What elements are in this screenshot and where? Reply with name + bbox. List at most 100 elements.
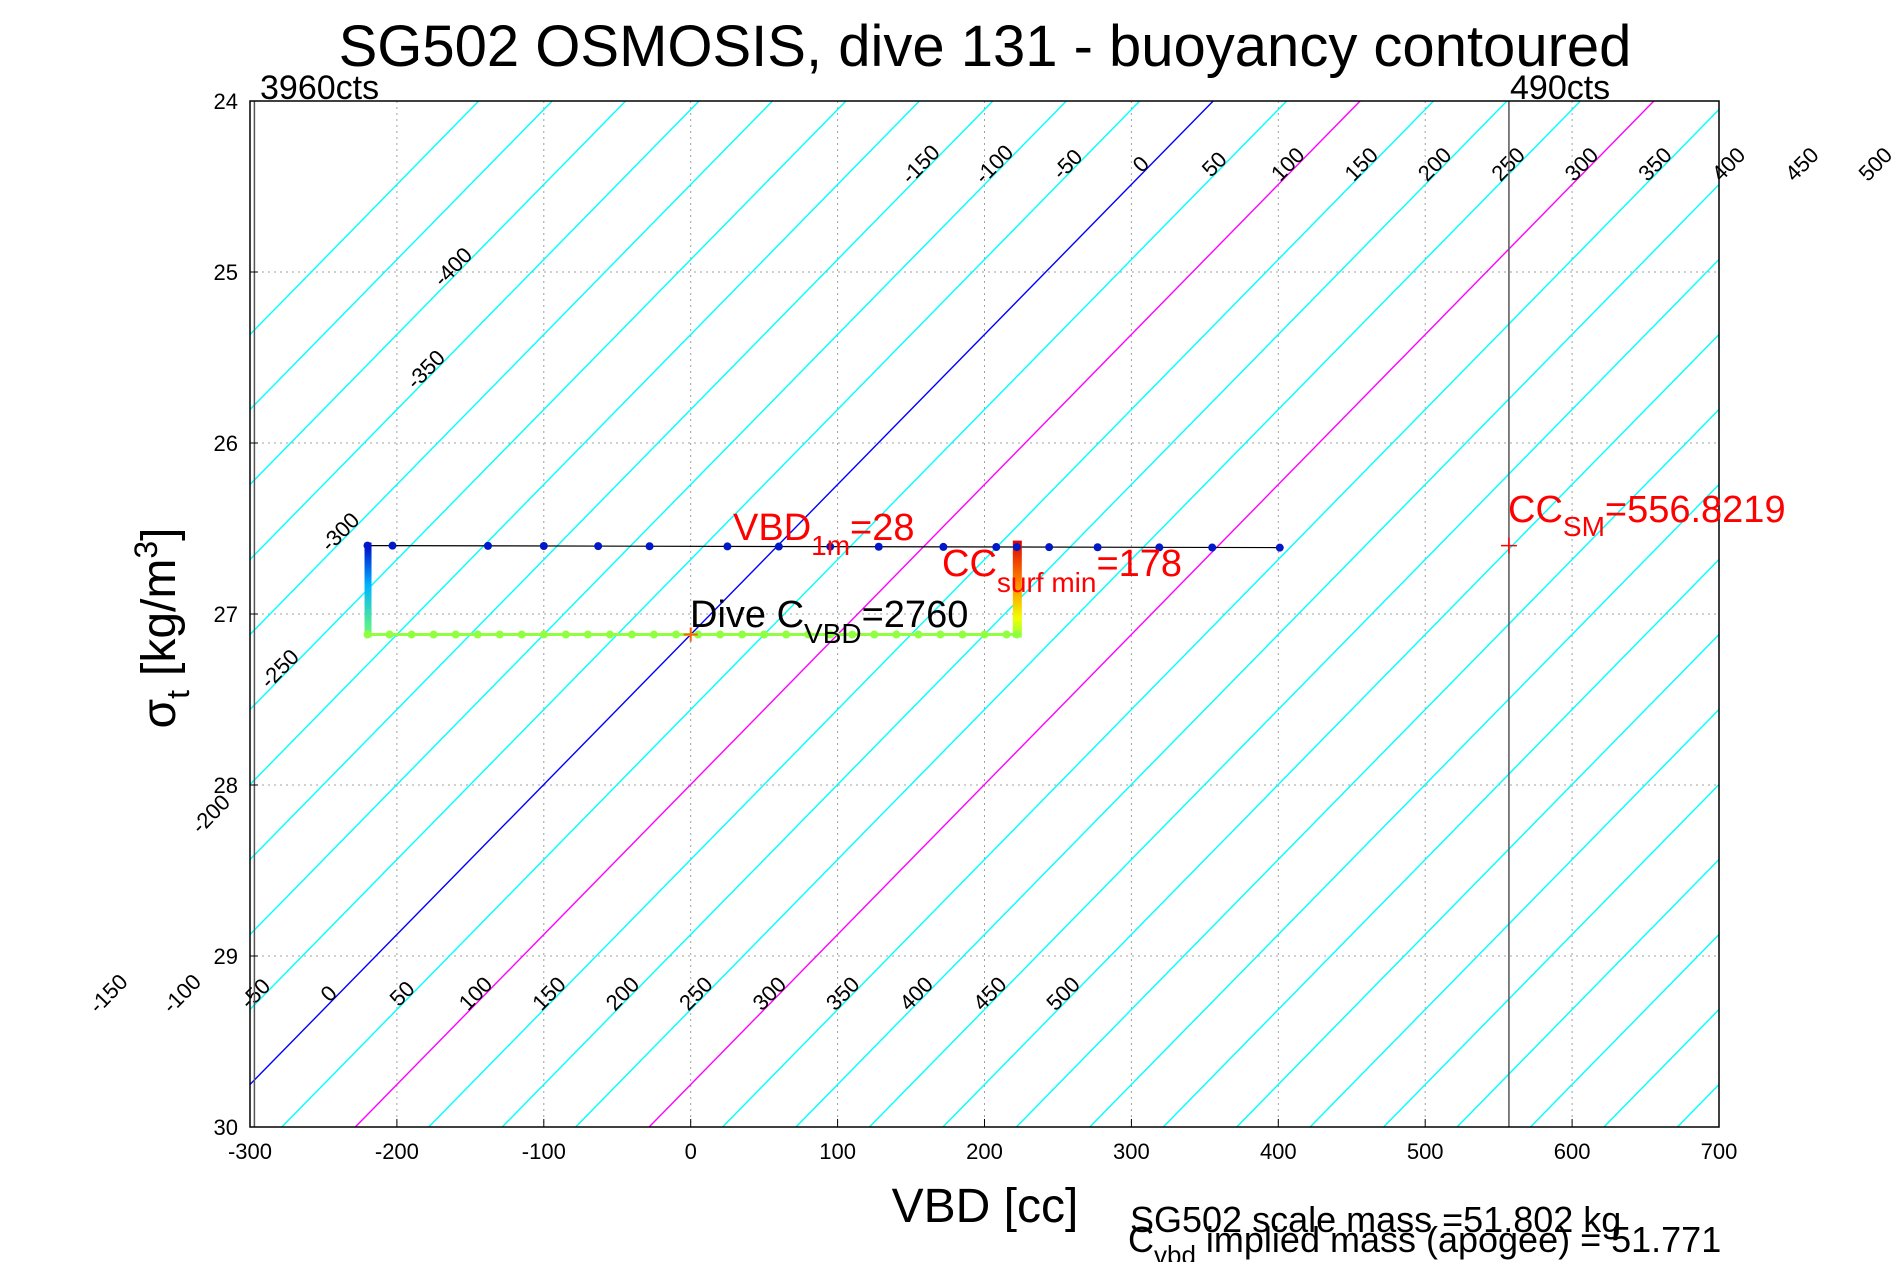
contour-label-top: 500: [1854, 142, 1891, 186]
contour-line: [250, 101, 1067, 936]
annotation-cc-sm: CCSM=556.8219: [1508, 489, 1786, 542]
upper-track-point: [1012, 543, 1021, 552]
limit-label-left: 3960cts: [260, 69, 379, 107]
annotation-vbd-1m: VBD1m=28: [733, 507, 915, 561]
y-tick-label: 30: [214, 1115, 238, 1140]
lower-track-point: [848, 630, 857, 639]
y-axis-symbol: σ: [133, 699, 186, 729]
lower-track-point: [694, 630, 703, 639]
upper-track-line: [367, 544, 1280, 549]
contour-line: [575, 101, 1581, 1127]
x-tick-label: 500: [1407, 1139, 1444, 1164]
lower-track-point: [363, 630, 372, 639]
y-tick-label: 28: [214, 773, 238, 798]
lower-track-point: [716, 630, 725, 639]
lower-track-point: [914, 630, 923, 639]
contour-line: [1529, 933, 1719, 1127]
contour-line: [1015, 408, 1719, 1127]
contour-line: [250, 101, 847, 711]
annotation-cc-sm-main: CC: [1508, 489, 1563, 531]
descent-color-bar: [364, 542, 372, 638]
footer-scale-mass: SG502 scale mass =51.802 kg: [1130, 1199, 1621, 1240]
y-tick-label: 27: [214, 602, 238, 627]
upper-track-point: [388, 541, 397, 550]
x-tick-label: -200: [375, 1139, 419, 1164]
y-axis-subscript: t: [160, 690, 196, 699]
zero-buoyancy-line: [250, 101, 1214, 1086]
lower-track-point: [936, 630, 945, 639]
lower-track-point: [495, 630, 504, 639]
footer-cvbd-sub: vbd: [1154, 1240, 1196, 1262]
footer-cvbd-main: C: [1128, 1219, 1154, 1260]
contour-line: [942, 333, 1719, 1127]
upper-track-point: [1093, 543, 1102, 552]
lower-track-point: [804, 630, 813, 639]
upper-track-point: [483, 541, 492, 550]
lower-track-point: [782, 630, 791, 639]
lower-track-point: [826, 630, 835, 639]
y-axis-unit-end: ]: [133, 527, 186, 540]
upper-track-point: [939, 542, 948, 551]
upper-track-point: [645, 542, 654, 551]
contour-line: [1162, 558, 1719, 1127]
contour-line: [1456, 858, 1719, 1127]
annotation-dive-cvbd-sub: VBD: [804, 618, 862, 649]
lower-track-point: [1002, 630, 1011, 639]
y-tick-label: 26: [214, 431, 238, 456]
x-tick-label: -100: [522, 1139, 566, 1164]
contour-line: [250, 101, 773, 636]
upper-track-point: [723, 542, 732, 551]
contour-label-bottom: -100: [157, 969, 206, 1018]
x-tick-label: 600: [1554, 1139, 1591, 1164]
lower-track-point: [892, 630, 901, 639]
contour-line: [1751, 101, 1891, 1127]
lower-track-point: [980, 630, 989, 639]
lower-track-point: [429, 630, 438, 639]
upper-track-point: [1208, 543, 1217, 552]
chart-title: SG502 OSMOSIS, dive 131 - buoyancy conto…: [339, 14, 1632, 79]
ascent-color-bar: [1012, 540, 1022, 638]
lower-track-point: [451, 630, 460, 639]
upper-track-point: [539, 542, 548, 550]
buoyancy-contours: [250, 101, 1891, 1127]
annotation-vbd-1m-main: VBD: [733, 507, 811, 549]
x-tick-label: 400: [1260, 1139, 1297, 1164]
limit-label-right: 490cts: [1510, 69, 1610, 107]
lower-track-point: [1012, 630, 1021, 639]
lower-track-point: [958, 630, 967, 639]
upper-track-point: [1275, 543, 1284, 552]
upper-track-point: [826, 542, 835, 551]
footer-implied-mass: Cvbd implied mass (apogee) = 51.771: [1128, 1219, 1721, 1262]
contour-line: [501, 101, 1508, 1127]
contour-line: [250, 101, 994, 861]
contour-line: [1309, 708, 1719, 1127]
x-axis-label: VBD [cc]: [892, 1180, 1079, 1233]
upper-track-point: [1045, 543, 1054, 552]
annotation-vbd-1m-sub: 1m: [811, 530, 850, 561]
lower-track-point: [517, 630, 526, 639]
lower-track-point: [539, 630, 548, 639]
contour-line: [250, 101, 553, 411]
annotation-cc-surf-main: CC: [942, 543, 997, 585]
upper-track-point: [774, 542, 783, 551]
lower-track-point: [649, 630, 658, 639]
annotation-dive-cvbd: Dive CVBD=2760: [690, 594, 968, 649]
y-axis-label: σt [kg/m3]: [128, 527, 196, 728]
x-tick-label: 200: [966, 1139, 1003, 1164]
upper-track-point: [992, 543, 1001, 552]
contour-line: [1383, 783, 1719, 1127]
contour-line: [868, 258, 1719, 1127]
dive-tracks: [363, 540, 1284, 642]
annotation-dive-cvbd-main: Dive C: [690, 594, 804, 636]
contour-label-top: 450: [1780, 142, 1824, 186]
contour-line: [281, 101, 1288, 1127]
lower-track-point: [627, 630, 636, 639]
lower-track-point: [605, 630, 614, 639]
y-axis-unit: [kg/m: [133, 559, 186, 676]
contour-line: [250, 101, 700, 561]
contour-line: [795, 183, 1719, 1127]
x-tick-label: 0: [685, 1139, 697, 1164]
lower-track-point: [760, 630, 769, 639]
